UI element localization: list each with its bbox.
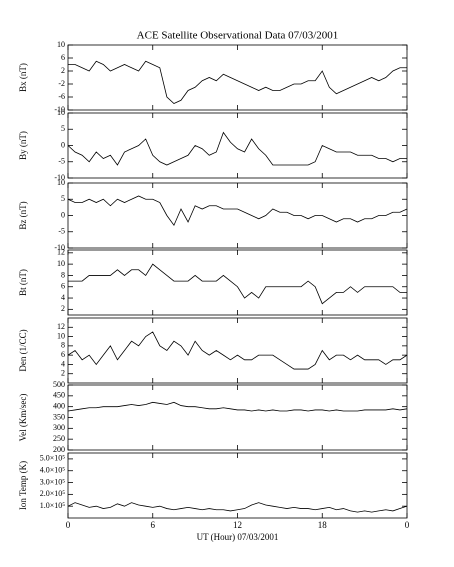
panel-frame	[67, 384, 408, 451]
x-tick-label: 0	[66, 520, 71, 530]
y-tick-label: 0	[61, 210, 65, 219]
y-axis-label: Vel (Km/sec)	[18, 394, 28, 442]
y-tick-label: 2.0×10⁵	[40, 489, 66, 498]
panel-frame	[67, 452, 408, 519]
y-tick-label: 10	[57, 331, 65, 340]
y-tick-label: 5.0×10⁵	[40, 454, 66, 463]
y-tick-label: 350	[53, 412, 65, 421]
y-tick-label: 300	[53, 423, 65, 432]
data-line	[67, 331, 408, 370]
x-tick-label: 12	[233, 520, 242, 530]
y-tick-label: 4.0×10⁵	[40, 466, 66, 475]
y-tick-label: 4	[61, 293, 65, 302]
panel-frame	[67, 317, 408, 384]
y-tick-label: -2	[58, 79, 65, 88]
x-tick-label: 18	[318, 520, 328, 530]
x-tick-label: 6	[151, 520, 156, 530]
y-axis-label: Bx (nT)	[18, 63, 28, 92]
y-tick-label: 1.0×10⁵	[40, 501, 66, 510]
y-tick-label: 5	[61, 194, 65, 203]
y-tick-label: 10	[57, 40, 65, 49]
data-line	[68, 263, 407, 305]
y-axis-label: Bz (nT)	[18, 201, 28, 229]
data-line	[67, 131, 407, 166]
y-axis-label: Ion Temp (K)	[18, 461, 28, 510]
y-tick-label: 12	[57, 248, 65, 257]
chart-title: ACE Satellite Observational Data 07/03/2…	[137, 30, 339, 42]
y-tick-label: -10	[54, 243, 65, 252]
y-tick-label: -10	[54, 173, 65, 182]
y-tick-label: -5	[58, 157, 65, 166]
panel-frame	[67, 182, 408, 249]
y-tick-label: 2	[61, 369, 65, 378]
y-tick-label: 450	[53, 391, 65, 400]
y-tick-label: -6	[58, 92, 65, 101]
y-tick-label: 200	[53, 445, 65, 454]
y-tick-label: 10	[57, 108, 65, 117]
y-tick-label: 4	[61, 359, 65, 368]
y-tick-label: 12	[57, 322, 65, 331]
y-axis-label: By (nT)	[18, 131, 28, 160]
y-tick-label: 8	[61, 270, 65, 279]
y-axis-label: Bt (nT)	[18, 269, 28, 296]
y-tick-label: 10	[57, 178, 65, 187]
y-tick-label: 6	[61, 282, 65, 291]
panel-frame	[67, 249, 408, 316]
panel-frame	[67, 112, 408, 179]
y-tick-label: 250	[53, 434, 65, 443]
y-tick-label: 400	[53, 401, 65, 410]
y-tick-label: 500	[53, 380, 65, 389]
y-tick-label: 5	[61, 124, 65, 133]
data-line	[68, 60, 407, 104]
y-tick-label: 3.0×10⁵	[40, 477, 66, 486]
panel-frame	[67, 44, 408, 111]
y-tick-label: -10	[54, 105, 65, 114]
data-line	[67, 401, 408, 412]
data-line	[67, 502, 408, 513]
y-tick-label: 10	[57, 259, 65, 268]
y-tick-label: 6	[61, 53, 65, 62]
y-tick-label: -5	[58, 227, 65, 236]
y-tick-label: 2	[61, 66, 65, 75]
y-tick-label: 6	[61, 350, 65, 359]
y-tick-label: 8	[61, 341, 65, 350]
y-axis-label: Den (1/CC)	[18, 329, 28, 371]
x-axis-label: UT (Hour) 07/03/2001	[197, 532, 279, 542]
x-tick-label: 0	[405, 520, 410, 530]
y-tick-label: 2	[61, 304, 65, 313]
data-line	[67, 195, 408, 227]
y-tick-label: 0	[61, 140, 65, 149]
